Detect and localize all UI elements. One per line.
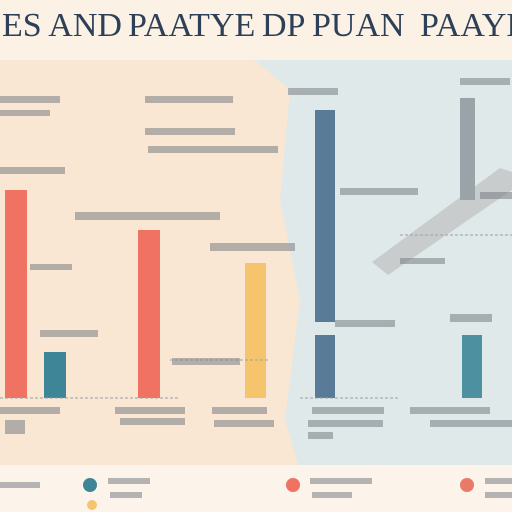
title-part: DP (262, 7, 305, 44)
scribble (308, 420, 383, 427)
scribble (0, 407, 60, 414)
bar (315, 110, 335, 322)
bars (5, 98, 482, 398)
bar (138, 230, 160, 398)
scribble (480, 192, 512, 199)
scribble (288, 88, 338, 95)
title-part: PAATYE (128, 7, 255, 44)
bar (315, 335, 335, 398)
scribble (335, 320, 395, 327)
scribble (75, 212, 220, 220)
scribble (40, 330, 98, 337)
legend-dots (83, 478, 474, 510)
scribble (145, 96, 233, 103)
scribble (110, 492, 142, 498)
title-part: PAAYD (420, 7, 512, 44)
legend-dot (286, 478, 300, 492)
title-band (0, 0, 512, 60)
scribble (0, 96, 60, 103)
scribble (172, 358, 240, 365)
scribble (430, 420, 512, 427)
scribble (0, 167, 65, 174)
bar (460, 98, 475, 200)
scribble (485, 492, 512, 498)
scribble (210, 243, 295, 251)
bar (5, 190, 27, 398)
scribble (0, 482, 40, 488)
legend-dot (460, 478, 474, 492)
scribble (30, 264, 72, 270)
scribble (308, 432, 333, 439)
title: ES AND PAATYE DP PUAN PAAYD (2, 7, 512, 44)
scribble (214, 420, 274, 427)
scribble (312, 492, 352, 498)
scribble (310, 478, 372, 484)
title-part: PUAN (312, 7, 405, 44)
scribble (400, 258, 445, 264)
scribble (460, 78, 510, 85)
legend-dot (87, 500, 97, 510)
scribble (108, 478, 150, 484)
scribble (312, 407, 384, 414)
scribble (148, 146, 278, 153)
scribble (450, 314, 492, 322)
scribble (0, 110, 50, 116)
scribble (120, 418, 185, 425)
scribble (340, 188, 418, 195)
scribble (145, 128, 235, 135)
scribble (410, 407, 490, 414)
bar (245, 263, 266, 398)
bar (462, 335, 482, 398)
scribble (485, 478, 512, 484)
scribble (115, 407, 185, 414)
bar (44, 352, 66, 398)
footer-band (0, 465, 512, 512)
scribble (5, 420, 25, 434)
legend-dot (83, 478, 97, 492)
illegible-text (0, 78, 512, 498)
title-part: ES AND (2, 7, 122, 44)
diagonal-band (372, 168, 512, 275)
scribble (212, 407, 267, 414)
